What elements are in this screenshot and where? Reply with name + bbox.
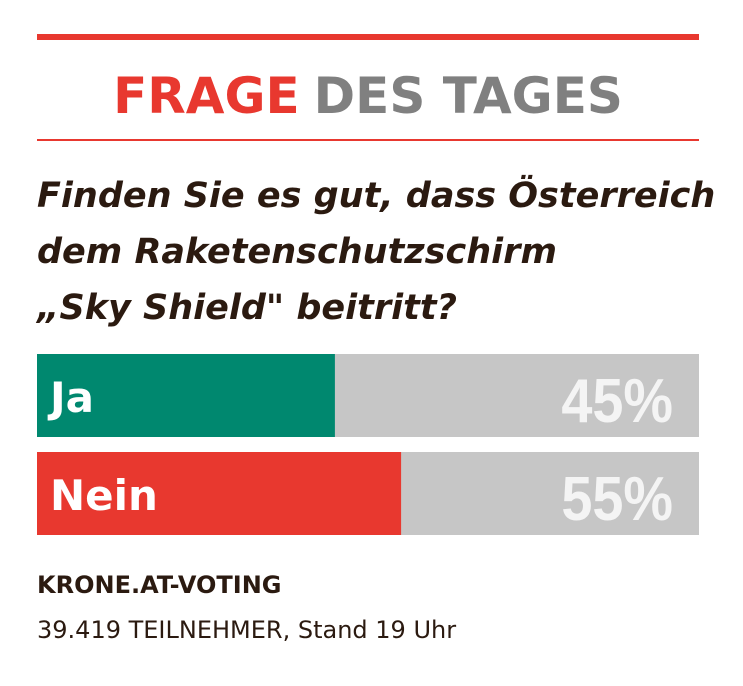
bar	[37, 354, 335, 437]
title-highlight: FRAGE	[113, 67, 300, 125]
bar	[37, 452, 402, 535]
top-rule	[37, 34, 699, 40]
value-label: 45%	[561, 367, 673, 435]
chart-title: FRAGE DES TAGES	[113, 67, 623, 125]
source: KRONE.AT-VOTING	[37, 571, 282, 599]
title-rest: DES TAGES	[314, 67, 623, 125]
note: 39.419 TEILNEHMER, Stand 19 Uhr	[37, 616, 456, 644]
question-line: Finden Sie es gut, dass Österreich	[37, 174, 715, 216]
category-label: Ja	[47, 373, 94, 422]
title-rule	[37, 139, 699, 141]
question-line: dem Raketenschutzschirm	[37, 232, 557, 272]
category-label: Nein	[50, 471, 158, 520]
question-line: „Sky Shield" beitritt?	[35, 288, 457, 328]
value-label: 55%	[561, 465, 673, 533]
